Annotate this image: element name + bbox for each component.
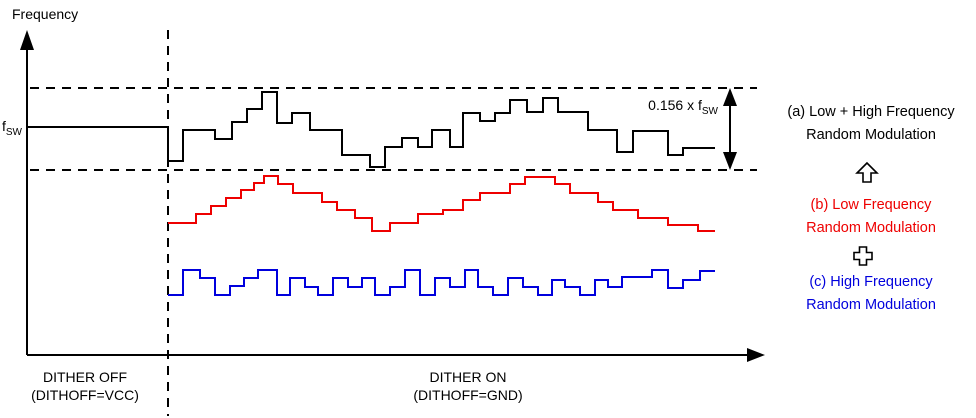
fsw-axis-label: fSW xyxy=(2,118,22,138)
wave-b-low-frequency-random-modulation xyxy=(168,175,715,232)
legend-entry-c: (c) High Frequency Random Modulation xyxy=(768,271,974,317)
dither-off-label: DITHER OFF (DITHOFF=VCC) xyxy=(5,368,165,404)
x-axis-arrowhead-icon xyxy=(747,348,765,362)
delta-range-arrow xyxy=(723,88,737,170)
dither-on-line1: DITHER ON xyxy=(429,369,507,385)
legend-c-line1: (c) High Frequency xyxy=(809,274,933,290)
dither-on-label: DITHER ON (DITHOFF=GND) xyxy=(368,368,568,404)
dither-off-line2: (DITHOFF=VCC) xyxy=(31,387,139,403)
y-axis-title: Frequency xyxy=(12,6,79,22)
y-axis-arrowhead-icon xyxy=(20,30,34,50)
legend-a-line2: Random Modulation xyxy=(806,127,936,143)
legend-b-line2: Random Modulation xyxy=(806,220,936,236)
delta-arrow-down-head-icon xyxy=(723,152,737,170)
legend-entry-a: (a) Low + High Frequency Random Modulati… xyxy=(768,101,974,147)
legend-b-line1: (b) Low Frequency xyxy=(810,197,932,213)
plus-icon xyxy=(852,245,874,267)
dither-off-line1: DITHER OFF xyxy=(43,369,127,385)
wave-a-low-plus-high-frequency-random-modulation xyxy=(167,91,715,168)
waveform-layer xyxy=(167,91,715,296)
delta-value-label: 0.156 x fSW xyxy=(648,97,718,117)
legend-entry-b: (b) Low Frequency Random Modulation xyxy=(768,194,974,240)
dither-on-line2: (DITHOFF=GND) xyxy=(413,387,523,403)
up-arrow-icon xyxy=(854,161,880,185)
legend-c-line2: Random Modulation xyxy=(806,297,936,313)
delta-arrow-up-head-icon xyxy=(723,88,737,106)
legend-a-line1: (a) Low + High Frequency xyxy=(787,104,955,120)
wave-c-high-frequency-random-modulation xyxy=(168,269,715,296)
